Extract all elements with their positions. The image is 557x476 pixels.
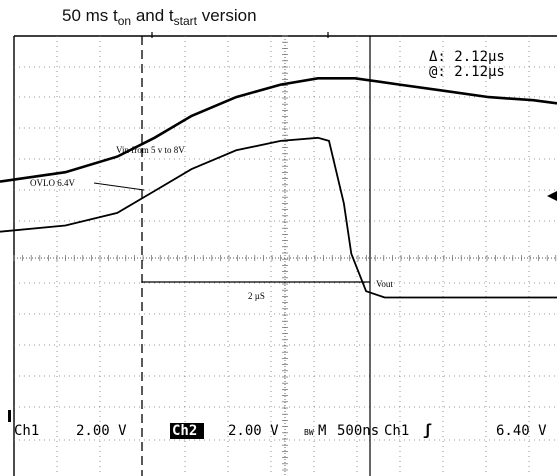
- ch2-label-background: [170, 423, 204, 439]
- ch1-scale: 2.00 V: [76, 423, 127, 439]
- ground-marker-icon: [8, 410, 11, 422]
- ch2-label: Ch2: [172, 423, 197, 439]
- ch2-scale: 2.00 V: [228, 423, 279, 439]
- at-readout: @: 2.12µs: [429, 64, 505, 80]
- trigger-level: 6.40 V: [496, 423, 547, 439]
- trigger-source: Ch1: [384, 423, 409, 439]
- trigger-slope-icon: ʃ: [423, 421, 432, 439]
- ovlo-leader-line: [93, 182, 145, 191]
- ovlo-annotation: OVLO 6.4V: [30, 178, 75, 188]
- vout-annotation: Vout: [376, 279, 393, 289]
- ch1-label: Ch1: [14, 423, 39, 439]
- graticule: [13, 32, 557, 476]
- vout-trace: [0, 136, 557, 299]
- chart-title: 50 ms ton and tstart version: [62, 6, 257, 28]
- main-timebase-label: M: [318, 423, 326, 439]
- vin-annotation: Vin from 5 v to 8V: [116, 145, 185, 155]
- trigger-level-arrow-icon: [547, 191, 557, 201]
- bandwidth-limit-icon: BW: [304, 428, 314, 437]
- delta-readout: Δ: 2.12µs: [429, 49, 505, 65]
- timebase-value: 500ns: [337, 423, 379, 439]
- interval-annotation: 2 µS: [248, 291, 265, 301]
- vin-trace: [0, 77, 557, 183]
